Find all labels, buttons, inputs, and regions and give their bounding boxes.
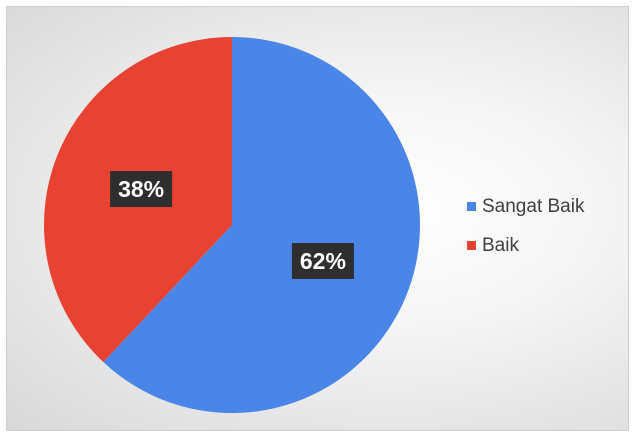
data-label-text: 62% [300, 248, 346, 274]
legend-swatch-baik [467, 241, 476, 250]
data-label-box [291, 242, 354, 279]
data-label-sangat-baik: 62% [291, 242, 354, 279]
data-label-baik: 38% [110, 171, 173, 208]
legend-item-sangat-baik: Sangat Baik [467, 193, 584, 220]
data-label-text: 38% [118, 176, 164, 202]
chart-legend: Sangat Baik Baik [467, 193, 584, 271]
legend-item-baik: Baik [467, 232, 584, 259]
pie-data-labels: 62% 38% [110, 171, 354, 279]
pie-slice-sangat-baik [103, 37, 420, 413]
chart-area: 62% 38% Sangat Baik Baik [6, 6, 629, 431]
pie-slices [44, 37, 420, 413]
data-label-box [110, 171, 173, 208]
legend-label-baik: Baik [482, 234, 519, 256]
pie-chart: 62% 38% [44, 37, 420, 413]
legend-swatch-sangat-baik [467, 202, 476, 211]
legend-label-sangat-baik: Sangat Baik [482, 195, 585, 217]
